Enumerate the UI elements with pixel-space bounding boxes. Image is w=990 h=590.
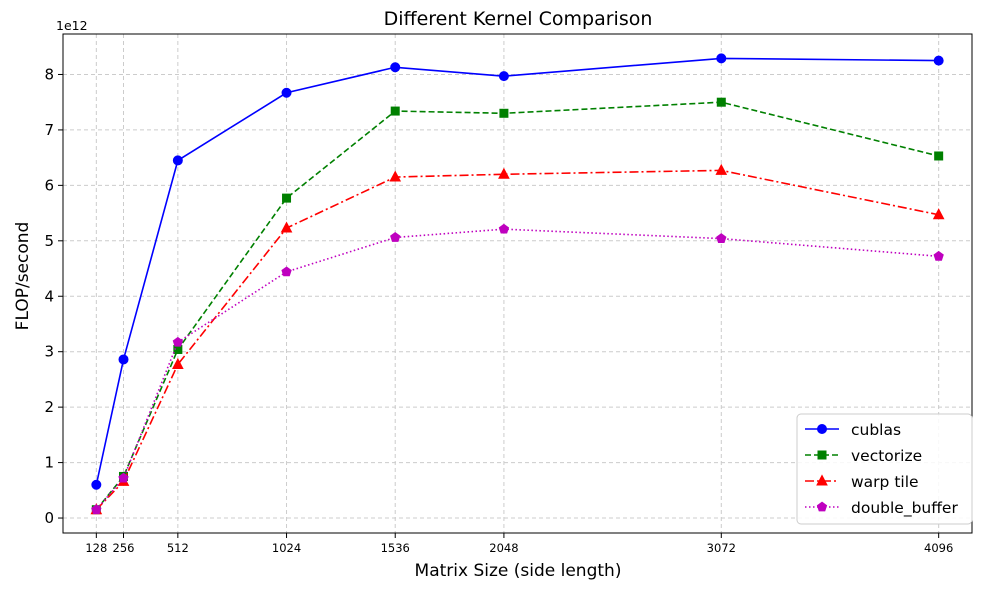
series-line	[95, 57, 939, 485]
legend: cublas vectorize warp tile double_buffer	[796, 413, 973, 525]
legend-entry: vectorize	[851, 447, 922, 465]
x-tick-label: 1024	[272, 541, 301, 555]
legend-marker	[816, 474, 828, 486]
plot-frame	[62, 33, 973, 534]
data-point	[498, 167, 510, 179]
legend-box	[796, 413, 973, 525]
y-tick-label: 4	[44, 287, 54, 305]
y-tick-label: 5	[44, 232, 54, 250]
x-tick-label: 512	[167, 541, 189, 555]
data-point	[390, 62, 401, 73]
data-point	[390, 106, 400, 116]
x-axis-label: Matrix Size (side length)	[415, 561, 622, 581]
data-point	[172, 336, 183, 347]
x-tick-label: 1536	[381, 541, 410, 555]
legend-marker	[817, 450, 827, 460]
chart-title: Different Kernel Comparison	[384, 8, 653, 30]
y-axis-offset-label: 1e12	[56, 18, 88, 33]
data-point	[172, 155, 183, 166]
data-point	[932, 208, 945, 220]
y-tick-label: 0	[44, 509, 54, 527]
legend-entry: cublas	[851, 421, 901, 439]
data-point	[716, 97, 726, 107]
data-point	[933, 55, 944, 66]
series-layer	[90, 53, 945, 515]
data-point	[498, 71, 509, 82]
data-point	[499, 108, 509, 118]
data-point	[389, 170, 402, 182]
legend-marker	[816, 501, 828, 512]
y-axis-label: FLOP/second	[13, 222, 33, 331]
y-tick-label: 3	[44, 343, 54, 361]
data-point	[934, 151, 944, 161]
x-tick-label: 256	[113, 541, 135, 555]
series-line	[95, 169, 939, 511]
x-tick-label: 4096	[924, 541, 953, 555]
series-line	[95, 101, 939, 511]
data-point	[390, 232, 401, 242]
data-point	[716, 53, 727, 64]
x-tick-label: 2048	[489, 541, 518, 555]
x-tick-label: 128	[85, 541, 107, 555]
y-tick-label: 8	[44, 65, 54, 83]
series-double-buffer	[91, 223, 944, 515]
y-tick-label: 2	[44, 398, 54, 416]
data-point	[172, 357, 184, 369]
y-tick-label: 6	[44, 176, 54, 194]
data-point	[715, 163, 728, 175]
data-point	[282, 193, 292, 203]
legend-marker	[817, 424, 827, 434]
y-tick-label: 1	[44, 454, 54, 472]
data-point	[933, 250, 944, 261]
data-point	[280, 221, 293, 233]
data-point	[91, 479, 102, 490]
data-point	[716, 233, 727, 243]
series-cublas	[91, 53, 944, 490]
data-point	[118, 472, 129, 483]
x-tick-label: 3072	[707, 541, 736, 555]
legend-entry: double_buffer	[851, 499, 958, 518]
legend-entry: warp tile	[851, 473, 919, 491]
data-point	[91, 504, 102, 515]
data-point	[498, 223, 510, 234]
data-point	[118, 354, 129, 365]
data-point	[281, 87, 292, 98]
ticks: 128 256 512 1024 1536 2048 3072 4096 0 1 2 3 4 5 6 7 8	[44, 65, 953, 555]
y-tick-label: 7	[44, 121, 54, 139]
data-point	[281, 266, 292, 277]
